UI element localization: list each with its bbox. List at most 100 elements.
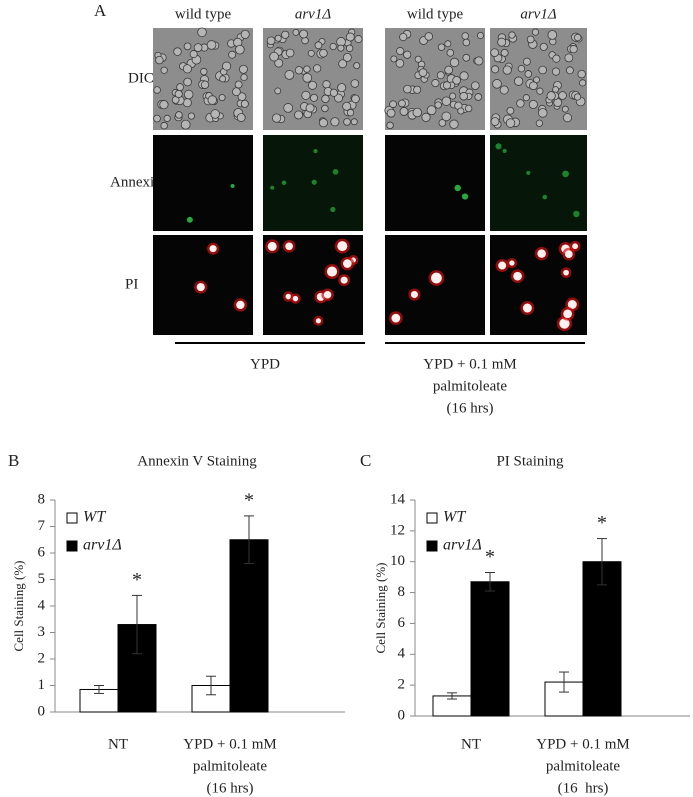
- micrograph: [263, 135, 363, 231]
- cell: [399, 32, 408, 42]
- panel-label: C: [360, 451, 371, 470]
- stained-cell: [311, 179, 317, 185]
- cell: [529, 81, 538, 91]
- stained-cell: [332, 169, 339, 175]
- cell: [386, 108, 396, 118]
- cell: [446, 49, 455, 57]
- group-label: YPD + 0.1 mM: [423, 356, 516, 372]
- cell: [180, 119, 191, 130]
- stained-cell: [313, 149, 318, 154]
- cell: [436, 71, 445, 80]
- cell: [308, 80, 318, 90]
- cell: [398, 99, 406, 108]
- cell: [452, 76, 461, 85]
- cell: [490, 117, 500, 126]
- stained-cell: [267, 241, 277, 251]
- cell: [539, 42, 548, 51]
- cell: [189, 50, 198, 59]
- image-bg: [153, 135, 253, 231]
- cell: [337, 83, 347, 93]
- cell: [526, 35, 535, 44]
- row-label: Annexin: [110, 174, 162, 190]
- cell: [350, 118, 358, 126]
- cell: [418, 68, 428, 77]
- stained-cell: [567, 300, 577, 309]
- cell: [274, 34, 282, 42]
- cell: [329, 42, 337, 51]
- cell: [163, 114, 171, 122]
- error-bar: [132, 594, 142, 655]
- stained-cell: [572, 243, 578, 250]
- stained-cell: [186, 216, 193, 223]
- cell: [562, 113, 572, 123]
- error-bar: [94, 685, 104, 694]
- stained-cell: [343, 259, 352, 268]
- cell: [210, 109, 220, 119]
- cell: [160, 66, 168, 74]
- cell: [462, 53, 471, 62]
- cell: [424, 32, 434, 41]
- group-label: (16 hrs): [446, 400, 493, 416]
- cell: [492, 79, 502, 89]
- x-tick-label: NT: [108, 736, 128, 752]
- cell: [338, 59, 348, 69]
- stained-cell: [513, 271, 522, 281]
- stained-cell: [326, 266, 338, 277]
- micrograph: [490, 235, 587, 335]
- cell: [183, 89, 194, 100]
- y-tick-label: 12: [390, 522, 405, 538]
- cell: [579, 79, 587, 87]
- cell: [459, 91, 468, 101]
- cell: [502, 65, 512, 75]
- stained-cell: [502, 148, 507, 154]
- cell: [240, 29, 250, 39]
- cell: [390, 55, 398, 63]
- cell: [337, 44, 345, 52]
- cell: [334, 93, 344, 103]
- cell: [266, 36, 276, 46]
- cell: [470, 81, 480, 91]
- chart-title: Annexin V Staining: [137, 453, 257, 469]
- stained-cell: [461, 193, 469, 200]
- stained-cell: [563, 309, 572, 319]
- cell: [431, 79, 440, 88]
- cell: [183, 42, 192, 51]
- cell: [153, 86, 161, 94]
- stained-cell: [509, 260, 515, 266]
- stained-cell: [323, 290, 332, 299]
- cell: [303, 65, 311, 73]
- cell: [546, 91, 556, 101]
- cell: [193, 43, 203, 53]
- micrograph: [153, 135, 253, 231]
- stained-cell: [522, 303, 532, 313]
- cell: [551, 67, 561, 76]
- cell: [437, 43, 446, 51]
- cell: [552, 54, 561, 63]
- stained-cell: [230, 184, 235, 189]
- cell: [403, 50, 412, 59]
- cell: [517, 64, 526, 73]
- cell: [343, 118, 351, 126]
- cell: [396, 47, 405, 56]
- legend-swatch: [66, 540, 78, 552]
- y-tick-label: 0: [398, 707, 406, 723]
- y-tick-label: 8: [38, 491, 46, 507]
- stained-cell: [330, 206, 336, 213]
- cell: [558, 91, 567, 100]
- cell: [522, 94, 530, 102]
- micrograph: [490, 28, 587, 130]
- cell: [346, 108, 355, 117]
- cell: [173, 47, 182, 56]
- stained-cell: [559, 318, 570, 329]
- cell: [274, 58, 284, 68]
- y-tick-label: 1: [38, 677, 46, 693]
- y-tick-label: 4: [38, 597, 46, 613]
- y-tick-label: 4: [398, 646, 406, 662]
- cell: [565, 66, 574, 75]
- cell: [232, 87, 241, 97]
- cell: [310, 93, 318, 102]
- cell: [183, 77, 192, 87]
- cell: [285, 48, 295, 58]
- cell: [182, 64, 193, 74]
- cell: [240, 73, 248, 81]
